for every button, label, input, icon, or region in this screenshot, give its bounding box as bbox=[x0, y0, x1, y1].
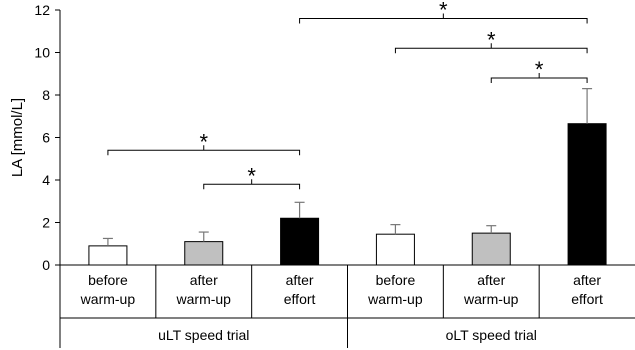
bar bbox=[184, 241, 224, 266]
category-label: warm-up bbox=[176, 291, 232, 307]
y-tick-label: 12 bbox=[34, 2, 50, 18]
category-label: warm-up bbox=[80, 291, 136, 307]
y-tick-label: 8 bbox=[42, 87, 50, 103]
y-tick-label: 0 bbox=[42, 257, 50, 273]
category-label: effort bbox=[571, 291, 603, 307]
category-label: before bbox=[88, 272, 128, 288]
y-tick-label: 10 bbox=[34, 45, 50, 61]
category-label: effort bbox=[284, 291, 316, 307]
category-label: before bbox=[376, 272, 416, 288]
y-axis-label: LA [mmol/L] bbox=[9, 98, 26, 177]
significance-marker: * bbox=[247, 163, 256, 188]
y-tick-label: 6 bbox=[42, 130, 50, 146]
category-label: after bbox=[477, 272, 505, 288]
bar bbox=[88, 245, 128, 266]
group-label: oLT speed trial bbox=[446, 327, 537, 343]
bar bbox=[280, 217, 320, 266]
significance-marker: * bbox=[487, 27, 496, 52]
bar bbox=[471, 232, 511, 266]
category-label: after bbox=[190, 272, 218, 288]
significance-marker: * bbox=[199, 129, 208, 154]
significance-marker: * bbox=[439, 0, 448, 23]
y-tick-label: 2 bbox=[42, 215, 50, 231]
group-label: uLT speed trial bbox=[158, 327, 249, 343]
significance-marker: * bbox=[535, 57, 544, 82]
category-label: after bbox=[286, 272, 314, 288]
category-label: after bbox=[573, 272, 601, 288]
category-label: warm-up bbox=[463, 291, 519, 307]
y-tick-label: 4 bbox=[42, 172, 50, 188]
category-label: warm-up bbox=[367, 291, 423, 307]
bar bbox=[567, 123, 607, 266]
bar bbox=[375, 233, 415, 266]
